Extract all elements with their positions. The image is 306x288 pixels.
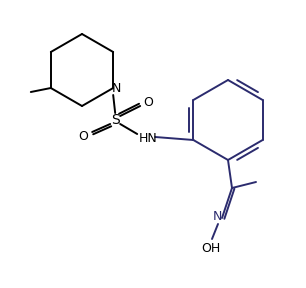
Text: N: N [212, 209, 222, 223]
Text: OH: OH [201, 242, 221, 255]
Text: O: O [78, 130, 88, 143]
Text: HN: HN [139, 132, 158, 145]
Text: O: O [143, 96, 153, 109]
Text: N: N [111, 82, 121, 96]
Text: S: S [111, 113, 120, 127]
